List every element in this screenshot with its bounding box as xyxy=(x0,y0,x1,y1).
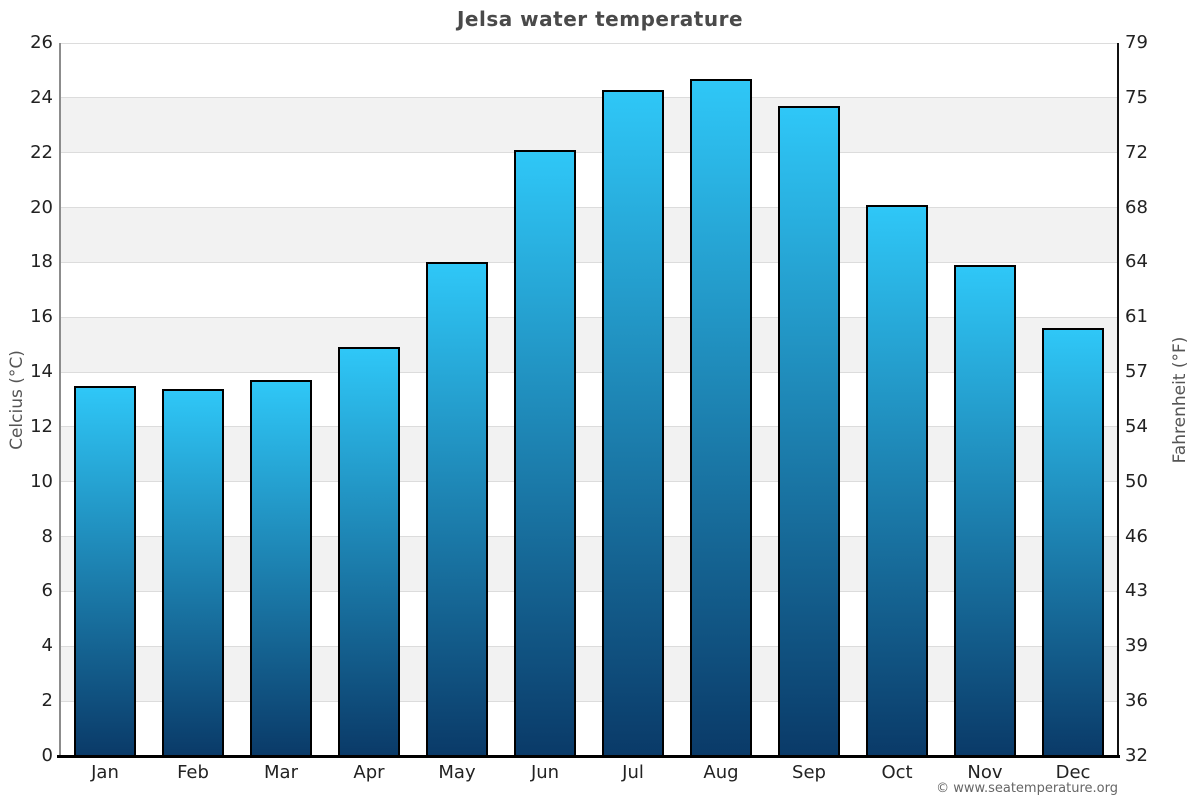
fahrenheit-tick-label: 79 xyxy=(1125,32,1148,53)
temperature-bar-may xyxy=(426,262,488,756)
month-label-sep: Sep xyxy=(792,762,826,783)
celsius-tick-label: 12 xyxy=(30,415,53,437)
celsius-tick-label: 22 xyxy=(30,141,53,163)
month-label-mar: Mar xyxy=(264,762,298,783)
right-axis-spine xyxy=(1117,43,1119,757)
temperature-bar-dec xyxy=(1042,328,1104,756)
fahrenheit-tick-label: 39 xyxy=(1125,635,1148,657)
copyright-link[interactable]: © www.seatemperature.org xyxy=(936,781,1118,796)
month-label-jan: Jan xyxy=(91,762,119,783)
temperature-bar-jul xyxy=(602,89,664,756)
fahrenheit-tick-label: 46 xyxy=(1125,525,1148,547)
celsius-tick-label: 18 xyxy=(30,251,53,273)
fahrenheit-tick-label: 57 xyxy=(1125,361,1148,383)
temperature-bar-feb xyxy=(162,388,224,756)
fahrenheit-tick-label: 61 xyxy=(1125,306,1148,328)
celsius-tick-label: 4 xyxy=(41,635,53,657)
grid-line xyxy=(61,371,1117,373)
y-axis-right-label: Fahrenheit (°F) xyxy=(1170,336,1190,464)
chart-title: Jelsa water temperature xyxy=(456,7,744,31)
month-label-jun: Jun xyxy=(530,762,560,783)
grid-line xyxy=(61,152,1117,154)
celsius-tick-label: 24 xyxy=(30,86,53,108)
y-axis-left-label: Celcius (°C) xyxy=(7,350,27,450)
temperature-bar-aug xyxy=(690,78,752,756)
grid-line xyxy=(61,536,1117,538)
month-label-apr: Apr xyxy=(353,762,385,783)
grid-line xyxy=(61,426,1117,428)
grid-line xyxy=(61,316,1117,318)
celsius-tick-label: 14 xyxy=(30,361,53,383)
temperature-bar-jan xyxy=(74,385,136,756)
fahrenheit-tick-label: 50 xyxy=(1125,470,1148,492)
fahrenheit-tick-label: 32 xyxy=(1125,745,1148,766)
temperature-bar-mar xyxy=(250,380,312,756)
month-label-feb: Feb xyxy=(177,762,209,783)
grid-line xyxy=(61,207,1117,209)
left-axis-spine xyxy=(59,43,61,755)
celsius-tick-label: 0 xyxy=(41,745,53,766)
month-label-nov: Nov xyxy=(967,762,1003,783)
temperature-bar-jun xyxy=(514,149,576,756)
fahrenheit-tick-label: 75 xyxy=(1125,86,1148,108)
grid-line xyxy=(61,97,1117,99)
month-label-dec: Dec xyxy=(1055,762,1091,783)
month-label-aug: Aug xyxy=(703,762,739,783)
temperature-bar-nov xyxy=(954,265,1016,756)
month-label-jul: Jul xyxy=(622,762,644,783)
celsius-tick-label: 20 xyxy=(30,196,53,218)
grid-line xyxy=(61,590,1117,592)
temperature-bar-sep xyxy=(778,106,840,756)
month-label-may: May xyxy=(438,762,476,783)
fahrenheit-tick-label: 36 xyxy=(1125,690,1148,712)
bottom-axis-spine xyxy=(57,755,1120,758)
grid-line xyxy=(61,700,1117,702)
grid-line xyxy=(61,42,1117,44)
grid-line xyxy=(61,261,1117,263)
fahrenheit-tick-label: 64 xyxy=(1125,251,1148,273)
month-label-oct: Oct xyxy=(881,762,913,783)
celsius-tick-label: 2 xyxy=(41,690,53,712)
grid-line xyxy=(61,481,1117,483)
celsius-tick-label: 26 xyxy=(30,32,53,53)
celsius-tick-label: 8 xyxy=(41,525,53,547)
celsius-tick-label: 10 xyxy=(30,470,53,492)
fahrenheit-tick-label: 43 xyxy=(1125,580,1148,602)
temperature-bar-apr xyxy=(338,347,400,756)
fahrenheit-tick-label: 72 xyxy=(1125,141,1148,163)
grid-line xyxy=(61,645,1117,647)
celsius-tick-label: 16 xyxy=(30,306,53,328)
celsius-tick-label: 6 xyxy=(41,580,53,602)
plot-area xyxy=(61,43,1117,756)
temperature-bar-oct xyxy=(866,204,928,756)
fahrenheit-tick-label: 54 xyxy=(1125,415,1148,437)
fahrenheit-tick-label: 68 xyxy=(1125,196,1148,218)
